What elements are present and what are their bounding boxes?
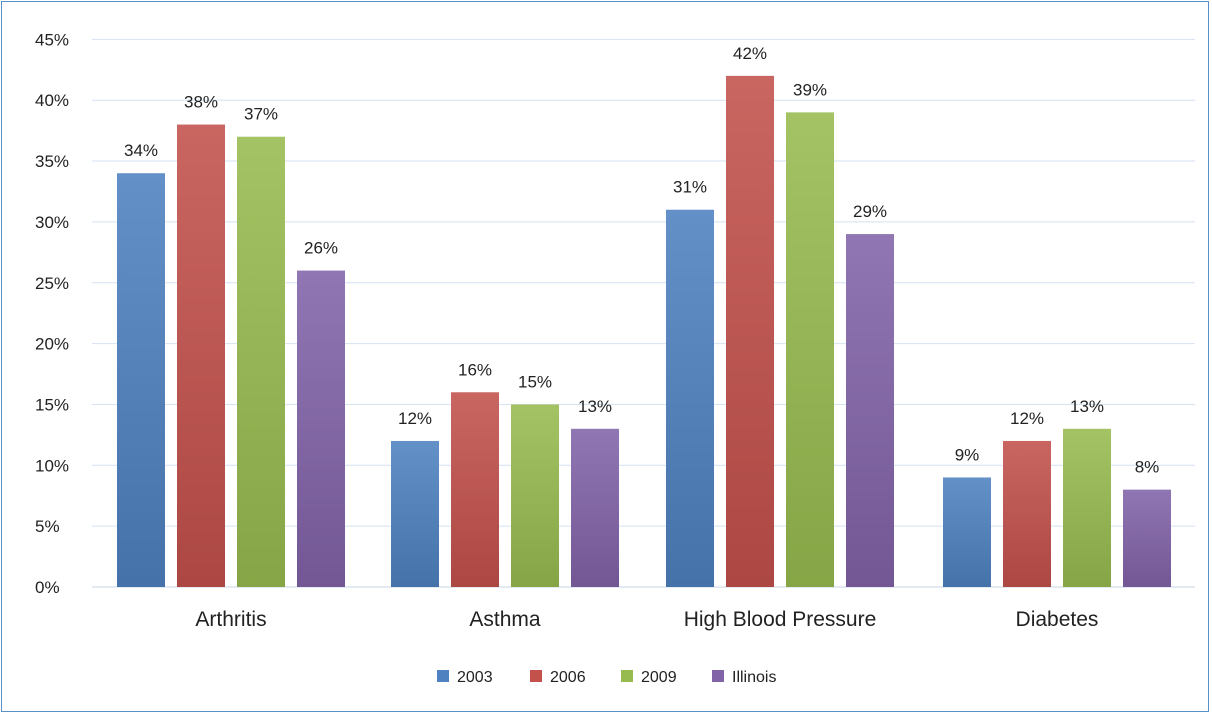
bar-asthma-2009: [511, 404, 559, 587]
bars: [117, 75, 1171, 588]
data-label: 15%: [518, 372, 552, 391]
data-label: 9%: [955, 445, 980, 464]
legend-label: 2003: [457, 669, 493, 686]
bar-diabetes-2006: [1003, 440, 1051, 587]
bar-asthma-2006: [451, 392, 499, 587]
bar-asthma-illinois: [571, 428, 619, 587]
data-label: 34%: [124, 141, 158, 160]
bar-high-blood-pressure-2006: [726, 75, 774, 588]
legend-swatch: [712, 670, 724, 682]
category-labels: Arthritis Asthma High Blood Pressure Diabet…: [195, 608, 1098, 631]
y-tick-label: 30%: [35, 213, 69, 232]
category-label: Arthritis: [195, 608, 266, 631]
legend-swatch: [530, 670, 542, 682]
data-label: 37%: [244, 105, 278, 124]
legend-swatch: [621, 670, 633, 682]
category-label: High Blood Pressure: [684, 608, 877, 631]
category-label: Diabetes: [1016, 608, 1099, 631]
bar-asthma-2003: [391, 440, 439, 587]
data-label: 16%: [458, 360, 492, 379]
data-label: 29%: [853, 202, 887, 221]
y-tick-label: 25%: [35, 274, 69, 293]
y-tick-label: 15%: [35, 395, 69, 414]
y-tick-label: 20%: [35, 335, 69, 354]
legend: 2003 2006 2009 Illinois: [437, 669, 776, 686]
data-label: 31%: [673, 178, 707, 197]
legend-label: Illinois: [732, 669, 776, 686]
data-label: 13%: [578, 397, 612, 416]
bar-arthritis-2006: [177, 124, 225, 587]
data-label: 42%: [733, 44, 767, 63]
y-tick-label: 45%: [35, 30, 69, 49]
data-label: 12%: [1010, 409, 1044, 428]
bar-diabetes-illinois: [1123, 489, 1171, 587]
data-label: 13%: [1070, 397, 1104, 416]
data-label: 26%: [304, 239, 338, 258]
y-tick-label: 10%: [35, 456, 69, 475]
data-label: 38%: [184, 93, 218, 112]
category-label: Asthma: [469, 608, 541, 631]
bar-high-blood-pressure-2009: [786, 112, 834, 588]
bar-diabetes-2003: [943, 477, 991, 587]
data-labels: 34% 38% 37% 26% 12% 16% 15% 13% 31% 42% 39% 29% 9% 12…: [124, 44, 1159, 477]
y-tick-label: 5%: [35, 517, 60, 536]
data-label: 8%: [1135, 458, 1160, 477]
y-tick-label: 35%: [35, 152, 69, 171]
bar-arthritis-2009: [237, 136, 285, 587]
bar-arthritis-illinois: [297, 270, 345, 587]
y-tick-label: 0%: [35, 578, 60, 597]
legend-label: 2009: [641, 669, 677, 686]
y-tick-label: 40%: [35, 91, 69, 110]
bar-high-blood-pressure-illinois: [846, 234, 894, 587]
bar-high-blood-pressure-2003: [666, 209, 714, 588]
legend-label: 2006: [550, 669, 586, 686]
y-axis-tick-labels: 0%5%10%15%20%25%30%35%40%45%50%: [35, 30, 69, 597]
legend-swatch: [437, 670, 449, 682]
data-label: 12%: [398, 409, 432, 428]
bar-arthritis-2003: [117, 173, 165, 587]
data-label: 39%: [793, 80, 827, 99]
bar-diabetes-2009: [1063, 428, 1111, 587]
